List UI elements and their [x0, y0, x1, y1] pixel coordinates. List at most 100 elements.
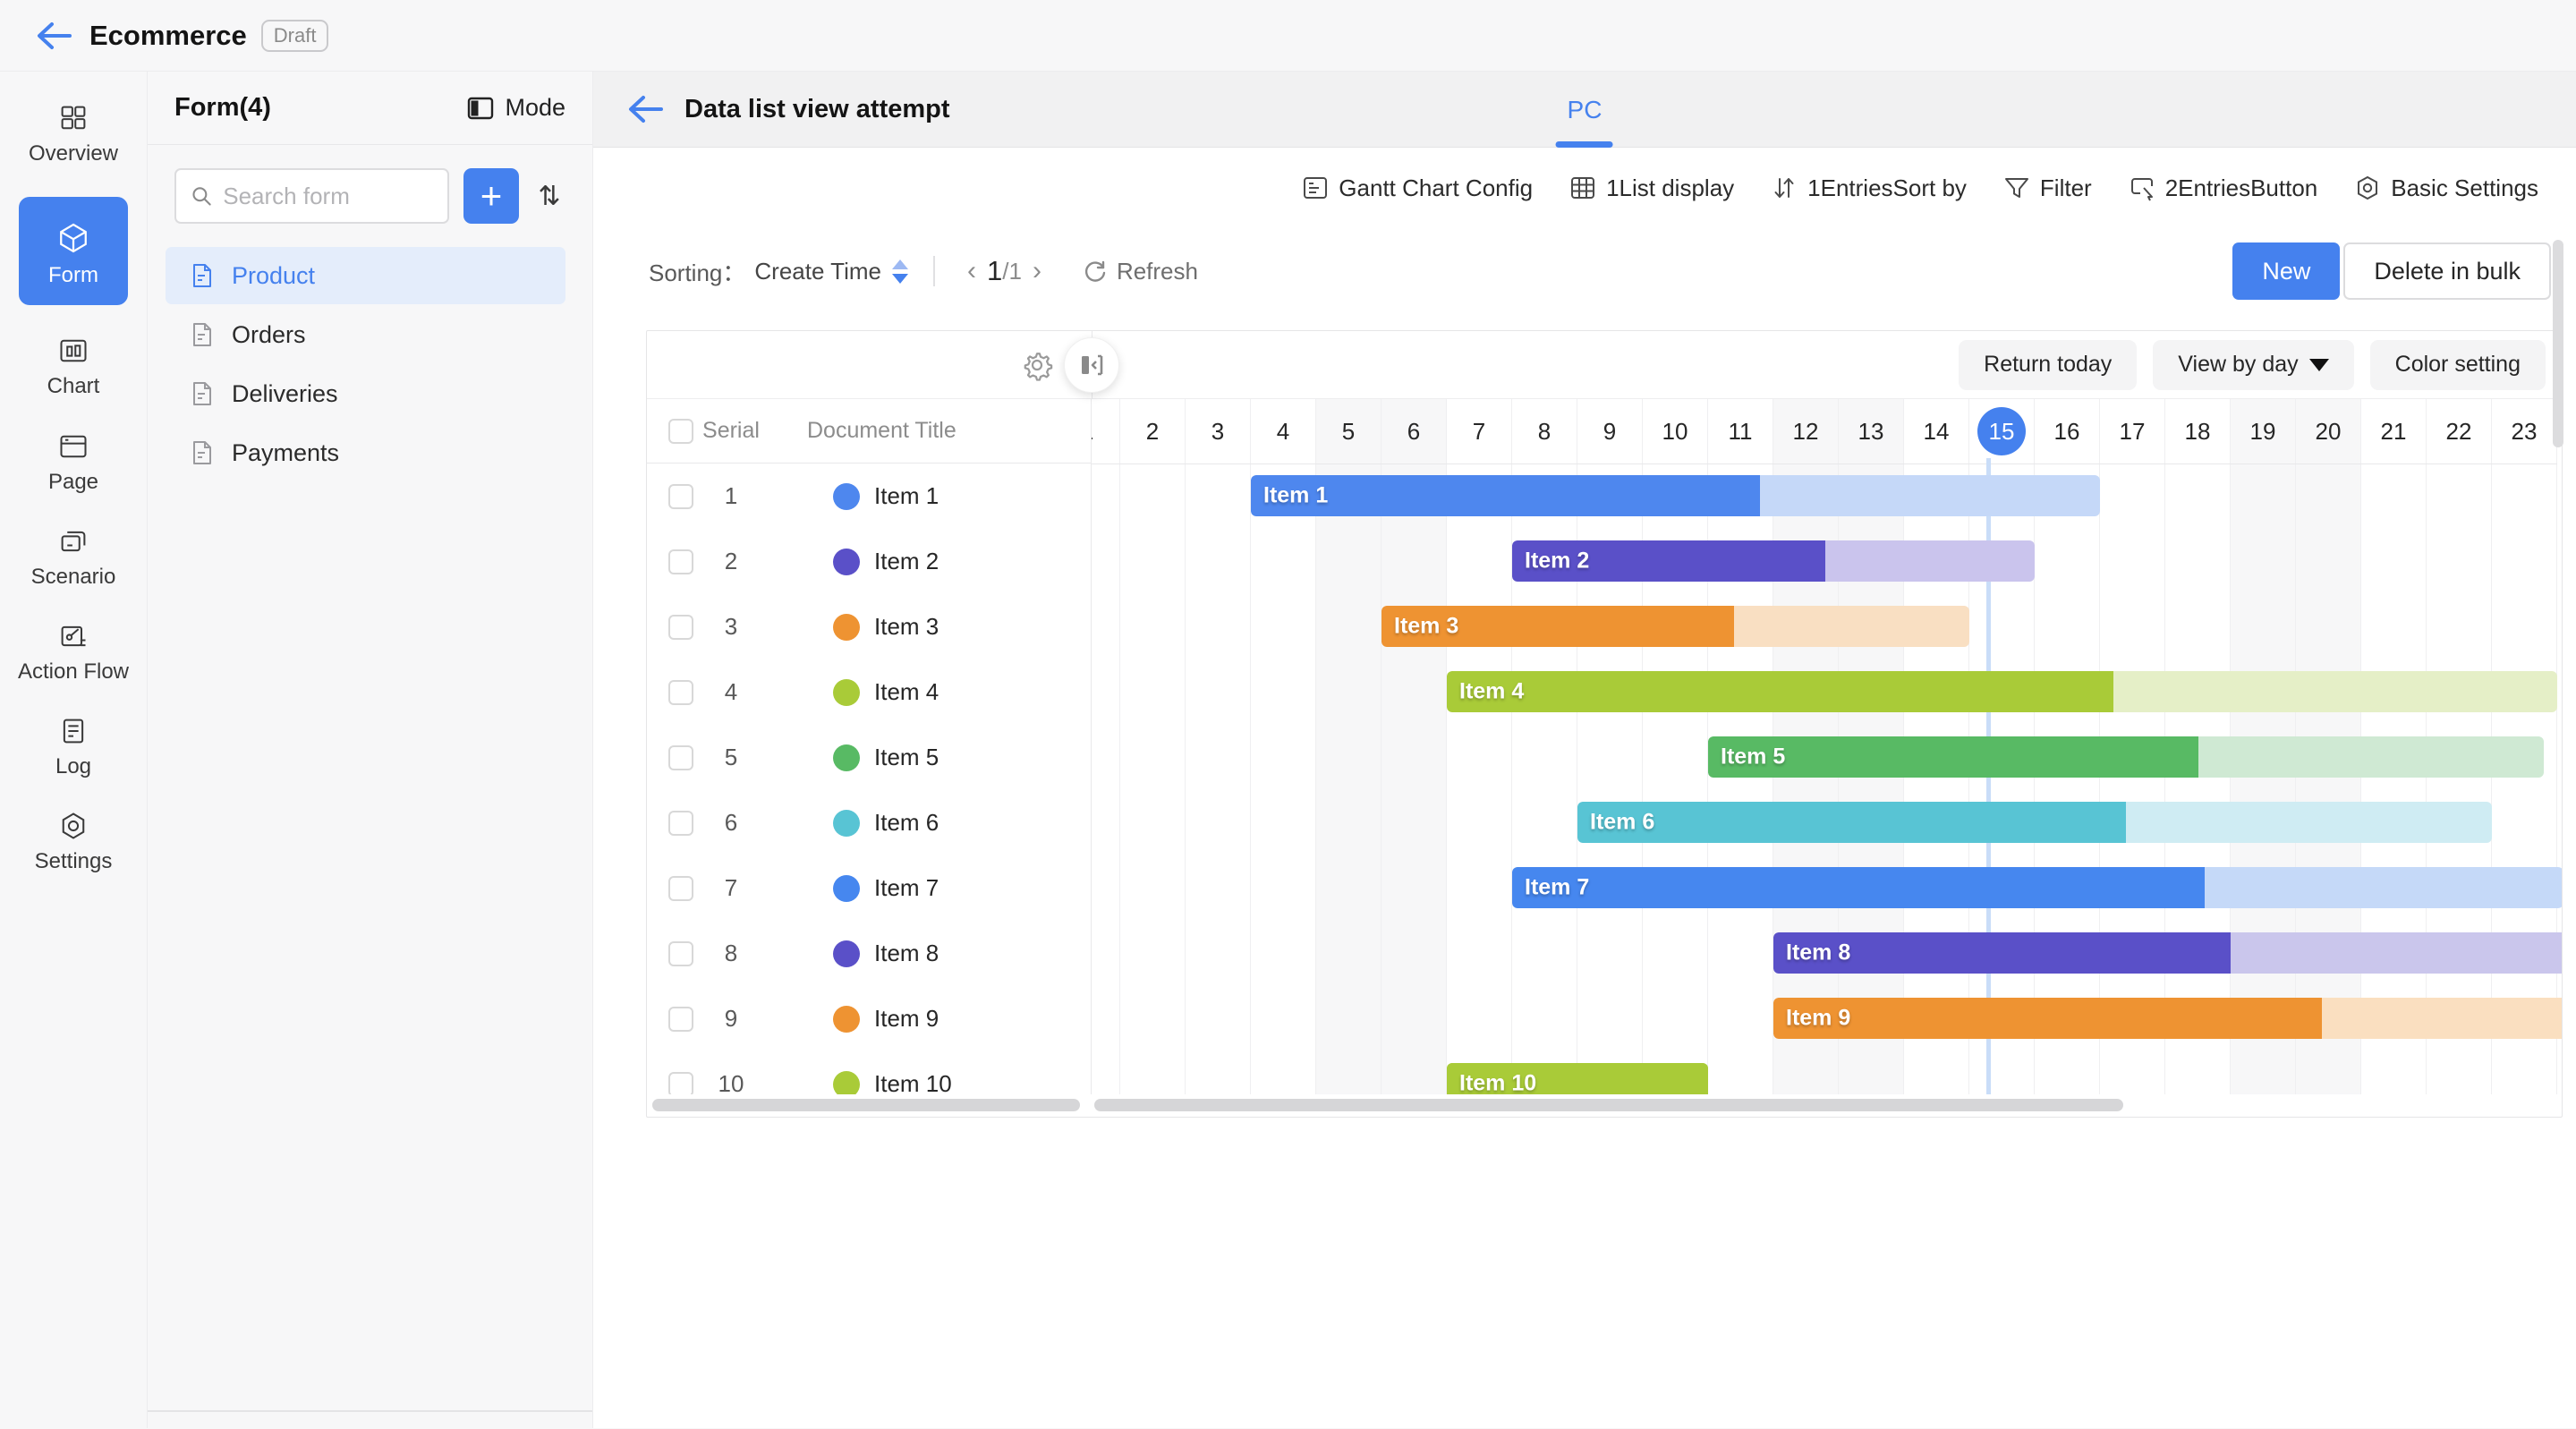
back-arrow-icon[interactable] — [34, 21, 73, 51]
sidebar-item-form[interactable]: Form — [19, 197, 128, 306]
day-header-today[interactable]: 15 — [1969, 399, 2034, 464]
day-header-cell[interactable]: 5 — [1341, 417, 1356, 445]
table-row[interactable]: 1 Item 1 — [647, 464, 1091, 529]
day-header-cell[interactable]: 9 — [1603, 417, 1617, 445]
tab-pc[interactable]: PC — [1568, 72, 1603, 148]
page-next-button[interactable]: › — [1032, 256, 1041, 285]
day-header-cell[interactable]: 14 — [1923, 417, 1950, 445]
table-row[interactable]: 7 Item 7 — [647, 855, 1091, 921]
row-checkbox[interactable] — [668, 549, 693, 574]
gantt-bar[interactable]: Item 4 — [1447, 671, 2557, 712]
row-title[interactable]: Item 4 — [874, 678, 939, 705]
day-header-cell[interactable]: 6 — [1407, 417, 1421, 445]
entries-sort-button[interactable]: 1EntriesSort by — [1770, 174, 1967, 202]
day-header-cell[interactable]: 8 — [1537, 417, 1552, 445]
main-vertical-scrollbar[interactable] — [2553, 240, 2563, 447]
sidebar-item-scenario[interactable]: Scenario — [31, 525, 115, 591]
day-header-cell[interactable]: 12 — [1792, 417, 1819, 445]
view-by-day-button[interactable]: View by day — [2153, 339, 2354, 390]
day-header-cell[interactable]: 16 — [2053, 417, 2080, 445]
gantt-bar[interactable]: Item 5 — [1708, 736, 2545, 778]
page-prev-button[interactable]: ‹ — [967, 256, 976, 285]
gantt-bar[interactable]: Item 1 — [1251, 475, 2100, 516]
row-checkbox[interactable] — [668, 875, 693, 901]
form-sort-icon[interactable]: ⇅ — [538, 181, 561, 211]
day-header-cell[interactable]: 17 — [2119, 417, 2146, 445]
delete-in-bulk-button[interactable]: Delete in bulk — [2343, 242, 2551, 300]
entries-button-config[interactable]: 2EntriesButton — [2128, 174, 2317, 202]
gantt-bar[interactable]: Item 3 — [1382, 606, 1969, 647]
sidebar-item-log[interactable]: Log — [55, 715, 91, 780]
day-header-cell[interactable]: 2 — [1145, 417, 1160, 445]
gantt-bar[interactable]: Item 2 — [1512, 540, 2035, 582]
sidebar-item-page[interactable]: Page — [48, 430, 98, 496]
list-horizontal-scrollbar[interactable] — [652, 1099, 1080, 1111]
day-header-cell[interactable]: 1 — [1092, 399, 1119, 464]
view-back-arrow-icon[interactable] — [625, 94, 665, 124]
form-list-item-payments[interactable]: Payments — [166, 424, 565, 481]
day-header-cell[interactable]: 3 — [1211, 417, 1225, 445]
sorting-direction-toggle[interactable] — [892, 259, 908, 284]
table-row[interactable]: 9 Item 9 — [647, 986, 1091, 1051]
day-header-cell[interactable]: 11 — [1728, 417, 1753, 445]
table-row[interactable]: 5 Item 5 — [647, 725, 1091, 790]
row-title[interactable]: Item 8 — [874, 940, 939, 966]
gantt-bar[interactable]: Item 6 — [1577, 802, 2492, 843]
chart-horizontal-scrollbar[interactable] — [1094, 1099, 2123, 1111]
row-checkbox[interactable] — [668, 1006, 693, 1032]
row-checkbox[interactable] — [668, 1071, 693, 1094]
gantt-chart-config-button[interactable]: Gantt Chart Config — [1301, 174, 1533, 202]
row-title[interactable]: Item 9 — [874, 1005, 939, 1032]
sorting-field[interactable]: Create Time — [754, 257, 881, 285]
day-header-cell[interactable]: 20 — [2315, 417, 2342, 445]
gantt-bar[interactable]: Item 9 — [1773, 998, 2562, 1039]
sidebar-item-chart[interactable]: Chart — [47, 335, 99, 400]
collapse-panel-button[interactable] — [1064, 337, 1119, 393]
table-row[interactable]: 10 Item 10 — [647, 1051, 1091, 1094]
day-header-cell[interactable]: 22 — [2445, 417, 2472, 445]
mode-toggle[interactable]: Mode — [467, 94, 565, 122]
table-row[interactable]: 6 Item 6 — [647, 790, 1091, 855]
day-header-cell[interactable]: 10 — [1662, 417, 1688, 445]
row-title[interactable]: Item 2 — [874, 548, 939, 574]
row-checkbox[interactable] — [668, 940, 693, 966]
form-list-item-deliveries[interactable]: Deliveries — [166, 365, 565, 422]
row-title[interactable]: Item 1 — [874, 482, 939, 509]
form-list-item-orders[interactable]: Orders — [166, 306, 565, 363]
search-form-input[interactable] — [223, 182, 433, 210]
day-header-cell[interactable]: 21 — [2380, 417, 2407, 445]
new-button[interactable]: New — [2232, 242, 2341, 300]
add-form-button[interactable]: + — [463, 168, 519, 224]
table-row[interactable]: 8 Item 8 — [647, 921, 1091, 986]
basic-settings-button[interactable]: Basic Settings — [2353, 174, 2538, 202]
day-header-cell[interactable]: 13 — [1858, 417, 1884, 445]
sidebar-item-action-flow[interactable]: Action Flow — [18, 620, 129, 685]
filter-button[interactable]: Filter — [2002, 174, 2092, 202]
day-header-cell[interactable]: 23 — [2511, 417, 2538, 445]
day-header-cell[interactable]: 18 — [2184, 417, 2211, 445]
table-row[interactable]: 2 Item 2 — [647, 529, 1091, 594]
table-row[interactable]: 3 Item 3 — [647, 594, 1091, 659]
row-title[interactable]: Item 10 — [874, 1070, 952, 1094]
table-row[interactable]: 4 Item 4 — [647, 659, 1091, 725]
search-form-box[interactable] — [174, 168, 449, 224]
gear-icon[interactable] — [1019, 347, 1055, 383]
sidebar-item-settings[interactable]: Settings — [35, 810, 112, 875]
return-today-button[interactable]: Return today — [1959, 339, 2138, 390]
row-title[interactable]: Item 6 — [874, 809, 939, 836]
row-title[interactable]: Item 3 — [874, 613, 939, 640]
gantt-bar[interactable]: Item 7 — [1512, 867, 2562, 908]
row-checkbox[interactable] — [668, 483, 693, 509]
row-checkbox[interactable] — [668, 614, 693, 640]
day-header-cell[interactable]: 7 — [1472, 417, 1486, 445]
refresh-button[interactable]: Refresh — [1083, 258, 1198, 285]
day-header-cell[interactable]: 19 — [2249, 417, 2276, 445]
row-checkbox[interactable] — [668, 679, 693, 705]
day-header-cell[interactable]: 4 — [1276, 417, 1290, 445]
list-display-button[interactable]: 1List display — [1569, 174, 1734, 202]
form-list-item-product[interactable]: Product — [166, 247, 565, 304]
row-checkbox[interactable] — [668, 744, 693, 770]
row-title[interactable]: Item 5 — [874, 744, 939, 770]
color-setting-button[interactable]: Color setting — [2369, 339, 2546, 390]
sidebar-item-overview[interactable]: Overview — [29, 102, 118, 167]
